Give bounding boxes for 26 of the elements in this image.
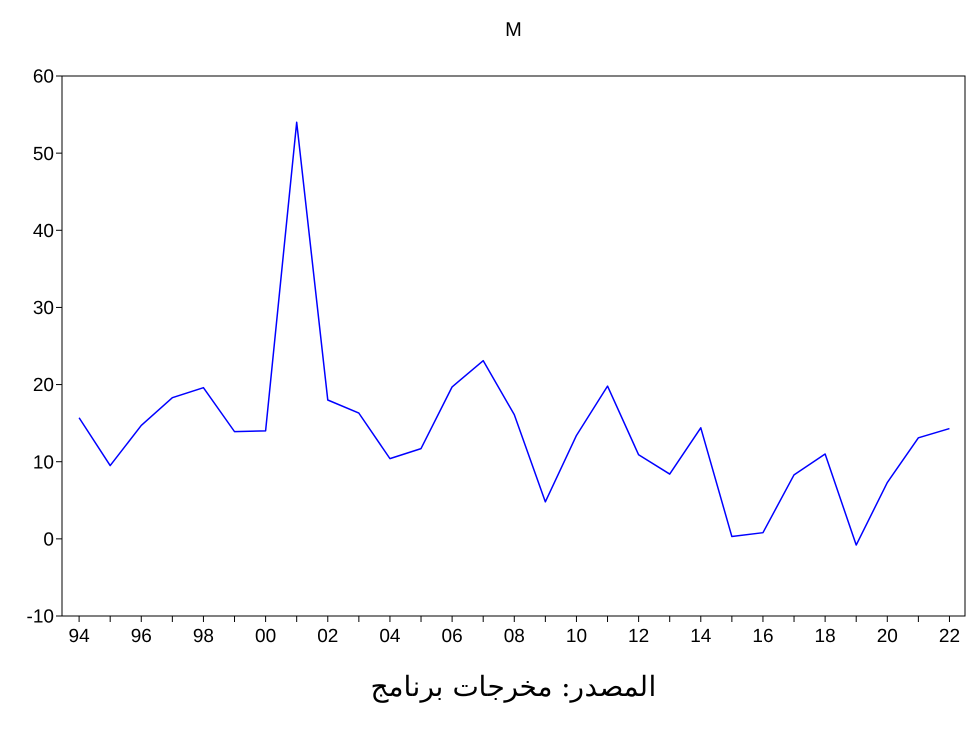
x-tick-label: 08 — [504, 626, 525, 647]
y-tick-label: 60 — [32, 66, 54, 88]
y-tick-label: 0 — [43, 530, 54, 551]
text: المصدر: مخرجات برنامج — [370, 670, 657, 703]
chart-title: M — [505, 19, 522, 41]
y-tick-label: 20 — [32, 375, 54, 396]
y-tick-label: -10 — [26, 606, 54, 628]
line-series — [78, 122, 950, 546]
x-tick-label: 12 — [628, 626, 650, 647]
x-tick-label: 22 — [938, 626, 960, 647]
y-tick-label: 10 — [32, 452, 54, 474]
x-tick-label: 20 — [876, 626, 898, 647]
y-tick-label: 30 — [32, 298, 54, 320]
x-tick-label: 94 — [68, 626, 90, 647]
y-tick-label: 40 — [32, 220, 54, 242]
x-tick-label: 00 — [255, 626, 276, 647]
x-tick-label: 16 — [752, 626, 774, 647]
x-tick-label: 18 — [814, 626, 836, 647]
x-tick-label: 06 — [442, 626, 463, 647]
x-tick-label: 96 — [130, 626, 152, 647]
x-tick-label: 98 — [192, 626, 214, 647]
x-tick-label: 02 — [317, 626, 338, 647]
y-tick-label: 50 — [32, 144, 54, 165]
x-tick-label: 10 — [566, 626, 588, 647]
x-tick-label: 04 — [379, 626, 401, 647]
x-tick-label: 14 — [690, 626, 712, 647]
